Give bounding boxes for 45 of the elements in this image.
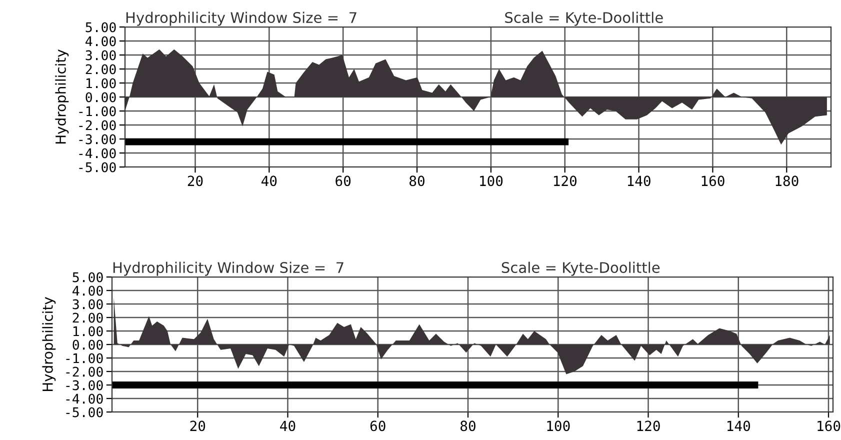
y-tick-label: 1.00 bbox=[86, 78, 116, 88]
x-tick-label: 180 bbox=[776, 176, 798, 186]
x-tick-label: 20 bbox=[188, 176, 203, 186]
x-tick-label: 60 bbox=[370, 420, 386, 432]
x-tick-label: 120 bbox=[554, 176, 577, 186]
y-tick-label: -1.00 bbox=[79, 106, 116, 116]
y-tick-label: -1.00 bbox=[66, 353, 103, 364]
y-tick-label: 4.00 bbox=[86, 36, 116, 46]
y-tick-label: -4.00 bbox=[66, 394, 103, 404]
y-tick-label: 0.00 bbox=[86, 92, 116, 102]
x-tick-label: 120 bbox=[637, 420, 660, 432]
x-tick-label: 160 bbox=[702, 176, 724, 186]
chart-subtitle: Scale = Kyte-Doolittle bbox=[505, 12, 663, 26]
y-tick-label: -5.00 bbox=[79, 162, 116, 172]
y-tick-label: 2.00 bbox=[86, 64, 116, 74]
y-tick-label: 0.00 bbox=[72, 340, 103, 350]
x-tick-label: 140 bbox=[727, 420, 750, 432]
x-tick-label: 160 bbox=[818, 420, 840, 432]
y-tick-label: 3.00 bbox=[72, 299, 103, 310]
x-tick-label: 40 bbox=[280, 420, 296, 432]
x-tick-label: 80 bbox=[410, 176, 424, 186]
chart-title: Hydrophilicity Window Size = 7 bbox=[126, 12, 356, 26]
y-tick-label: -3.00 bbox=[66, 380, 103, 390]
y-tick-label: 2.00 bbox=[72, 312, 103, 323]
y-tick-label: 1.00 bbox=[73, 326, 103, 336]
x-tick-label: 100 bbox=[480, 176, 503, 186]
chart-subtitle: Scale = Kyte-Doolittle bbox=[502, 262, 660, 276]
y-tick-label: -2.00 bbox=[66, 366, 103, 377]
x-tick-label: 80 bbox=[460, 420, 476, 432]
y-axis-title: Hydrophilicity bbox=[55, 50, 69, 144]
y-axis-title: Hydrophilicity bbox=[42, 297, 56, 392]
chart-title: Hydrophilicity Window Size = 7 bbox=[113, 262, 344, 276]
x-tick-label: 60 bbox=[336, 176, 351, 186]
y-tick-label: -5.00 bbox=[66, 407, 103, 418]
x-tick-label: 40 bbox=[261, 176, 277, 186]
y-tick-label: -4.00 bbox=[79, 148, 116, 158]
y-tick-label: 5.00 bbox=[72, 272, 103, 282]
x-tick-label: 100 bbox=[547, 420, 570, 432]
y-tick-label: -2.00 bbox=[79, 120, 116, 130]
y-tick-label: 4.00 bbox=[72, 286, 103, 296]
y-tick-label: 5.00 bbox=[86, 22, 116, 32]
y-tick-label: -3.00 bbox=[79, 134, 116, 144]
x-tick-label: 20 bbox=[190, 420, 206, 432]
x-tick-label: 140 bbox=[628, 176, 650, 186]
y-tick-label: 3.00 bbox=[86, 50, 116, 60]
